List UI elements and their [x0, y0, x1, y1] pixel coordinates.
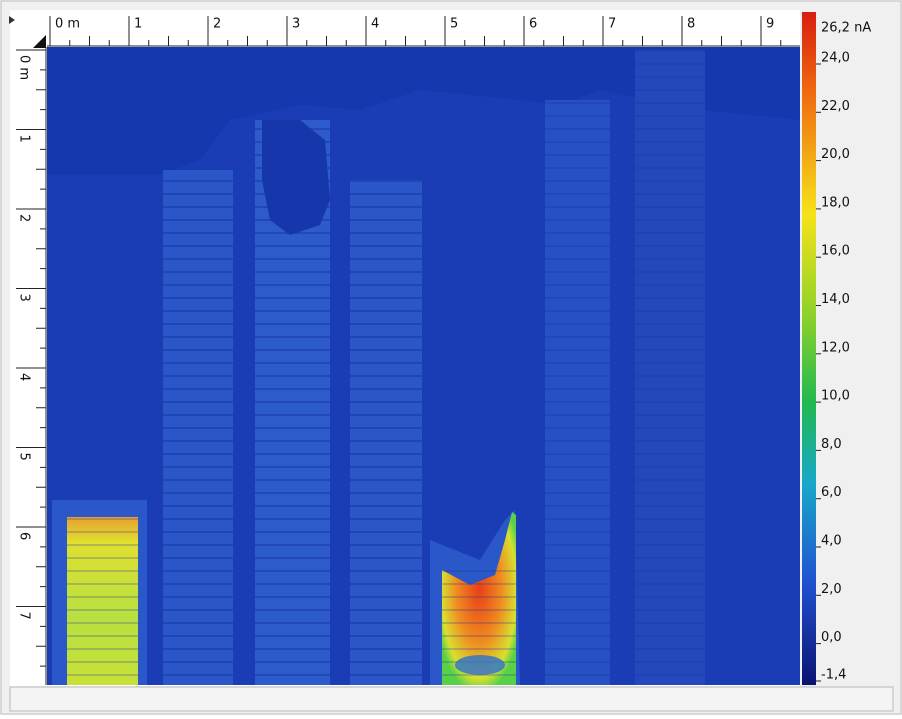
ruler-label: 2: [17, 214, 32, 222]
colorbar-label: 18,0: [821, 195, 850, 210]
hot-region-rows: [67, 517, 138, 685]
ruler-label: 5: [450, 17, 458, 32]
colorbar-label: 20,0: [821, 147, 850, 162]
strip-rows: [163, 170, 233, 685]
colorbar-label: 12,0: [821, 340, 850, 355]
strip-rows: [350, 180, 422, 685]
ruler-label: 8: [687, 17, 695, 32]
current-map-image: [47, 47, 800, 685]
strip-rows: [635, 50, 705, 685]
colorbar-label: 16,0: [821, 244, 850, 259]
ruler-label: 2: [213, 17, 221, 32]
ruler-label: 6: [17, 532, 32, 540]
ruler-label: 7: [17, 612, 32, 620]
colorbar-label: 0,0: [821, 630, 842, 645]
colorbar-label: 22,0: [821, 99, 850, 114]
ruler-label: 1: [134, 17, 142, 32]
colorbar-label: 14,0: [821, 292, 850, 307]
colorbar-label: 6,0: [821, 485, 842, 500]
strip-rows: [545, 100, 610, 685]
colorbar-labels: 26,2 nA 24,0 22,0 20,0 18,0 16,0 14,0 12,0 10,0 8…: [816, 21, 871, 683]
ruler-label: 0 m: [17, 55, 32, 80]
ruler-label: 3: [17, 294, 32, 302]
dark-blob: [262, 120, 330, 235]
ruler-label: 4: [371, 17, 379, 32]
top-ruler: 0 m 1 2 3 4 5 6 7 8 9: [47, 16, 800, 47]
ruler-label: 6: [529, 17, 537, 32]
hot-region-spot: [455, 655, 505, 675]
colorbar-label: 10,0: [821, 389, 850, 404]
colorbar: [802, 12, 816, 685]
left-ruler: 0 m 1 2 3 4 5 6 7: [16, 47, 47, 685]
ruler-label: 9: [766, 17, 774, 32]
colorbar-label: -1,4: [821, 668, 846, 683]
ruler-arrow: [9, 16, 15, 24]
ruler-label: 4: [17, 373, 32, 381]
ruler-label: 0 m: [55, 17, 80, 32]
map-top-region: [47, 47, 800, 175]
colorbar-label: 24,0: [821, 51, 850, 66]
ruler-label: 5: [17, 453, 32, 461]
ruler-label: 1: [17, 135, 32, 143]
colorbar-label: 4,0: [821, 534, 842, 549]
ruler-corner: [33, 35, 46, 48]
colorbar-label: 8,0: [821, 437, 842, 452]
ruler-label: 3: [292, 17, 300, 32]
ruler-label: 7: [608, 17, 616, 32]
status-bar: [9, 686, 894, 712]
colorbar-label: 26,2 nA: [821, 21, 871, 36]
colorbar-label: 2,0: [821, 582, 842, 597]
